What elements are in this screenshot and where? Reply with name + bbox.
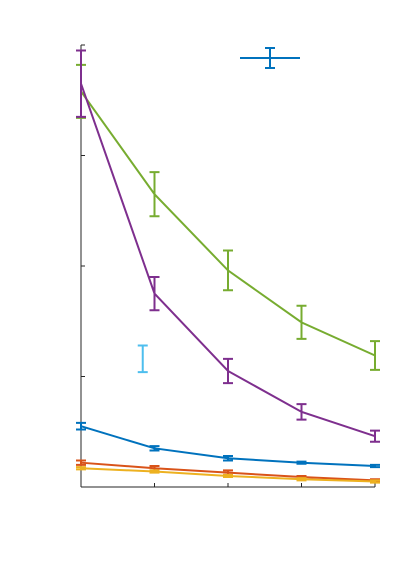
error-bar: [76, 459, 86, 466]
error-bar: [149, 469, 160, 474]
error-bar: [137, 344, 148, 374]
error-bar: [223, 249, 233, 292]
series-line: [80, 90, 376, 357]
error-bar: [223, 357, 233, 385]
error-bar: [223, 473, 233, 479]
error-bar: [149, 171, 160, 218]
error-bar: [149, 276, 160, 312]
legend-marker: [240, 47, 300, 69]
error-bar: [296, 460, 307, 465]
error-bar: [149, 445, 160, 452]
error-bar: [296, 477, 307, 482]
error-bar: [76, 466, 86, 471]
error-bar: [76, 421, 86, 431]
error-bar: [370, 479, 380, 484]
error-bar: [76, 49, 86, 118]
error-bar: [296, 304, 307, 340]
error-bar: [223, 455, 233, 462]
error-bar: [370, 340, 380, 371]
error-bar: [370, 429, 380, 443]
error-bar: [296, 403, 307, 421]
error-bar: [370, 463, 380, 469]
